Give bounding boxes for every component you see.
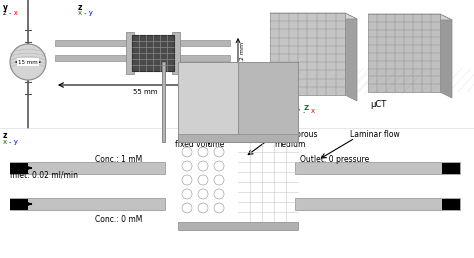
Bar (295, 62, 298, 142)
Bar (126, 32, 134, 74)
Bar (368, 14, 440, 92)
Bar (295, 162, 460, 174)
Circle shape (214, 161, 224, 171)
Polygon shape (270, 13, 357, 19)
Circle shape (182, 203, 192, 213)
Circle shape (182, 161, 192, 171)
Text: .: . (302, 108, 304, 114)
Bar (442, 198, 460, 209)
Bar (55, 40, 126, 46)
Text: x: x (311, 108, 315, 114)
Bar (238, 62, 298, 142)
Circle shape (10, 44, 46, 80)
Circle shape (198, 203, 208, 213)
Bar (132, 35, 174, 71)
Circle shape (214, 147, 224, 157)
Bar (295, 198, 460, 210)
Polygon shape (368, 14, 452, 20)
Polygon shape (345, 13, 357, 101)
Circle shape (198, 161, 208, 171)
Text: x: x (78, 10, 82, 16)
Text: y: y (296, 108, 300, 114)
Bar (55, 55, 126, 61)
Text: 12 mm: 12 mm (240, 42, 245, 64)
Text: 55 mm: 55 mm (133, 89, 157, 95)
Bar (10, 198, 28, 209)
Text: z: z (3, 10, 7, 16)
Text: Z: Z (304, 105, 309, 111)
Bar (178, 62, 238, 142)
Circle shape (198, 189, 208, 199)
Text: Flow in porous
medium: Flow in porous medium (262, 130, 318, 149)
Text: Conc.: 0 mM: Conc.: 0 mM (95, 215, 142, 224)
Circle shape (214, 189, 224, 199)
Bar (10, 198, 165, 210)
Bar (10, 163, 28, 173)
Circle shape (198, 175, 208, 185)
Text: - y: - y (9, 139, 18, 145)
Text: - x: - x (9, 10, 18, 16)
Polygon shape (440, 14, 452, 98)
Circle shape (214, 175, 224, 185)
Text: Conc.: 1 mM: Conc.: 1 mM (95, 155, 142, 164)
Bar (162, 62, 165, 142)
Text: Inlet: 0.02 ml/min: Inlet: 0.02 ml/min (10, 170, 78, 179)
Circle shape (182, 189, 192, 199)
Circle shape (182, 147, 192, 157)
Circle shape (182, 175, 192, 185)
Bar (442, 163, 460, 173)
Bar (270, 13, 345, 95)
Text: CAD: CAD (272, 100, 290, 109)
Text: Scaffold:
fixed volume: Scaffold: fixed volume (175, 130, 225, 149)
Text: x: x (3, 139, 7, 145)
Text: 15 mm: 15 mm (18, 60, 38, 64)
Circle shape (214, 203, 224, 213)
Text: y: y (3, 3, 8, 12)
Circle shape (198, 147, 208, 157)
Text: z: z (78, 3, 82, 12)
Bar (180, 55, 230, 61)
Bar (10, 162, 165, 174)
Text: Outlet: 0 pressure: Outlet: 0 pressure (300, 155, 369, 164)
Text: z: z (3, 131, 8, 140)
Bar (172, 32, 180, 74)
Text: - y: - y (84, 10, 93, 16)
Bar (180, 40, 230, 46)
Text: μCT: μCT (370, 100, 386, 109)
Bar (178, 134, 298, 142)
Bar (178, 222, 298, 230)
Text: Laminar flow: Laminar flow (350, 130, 400, 139)
